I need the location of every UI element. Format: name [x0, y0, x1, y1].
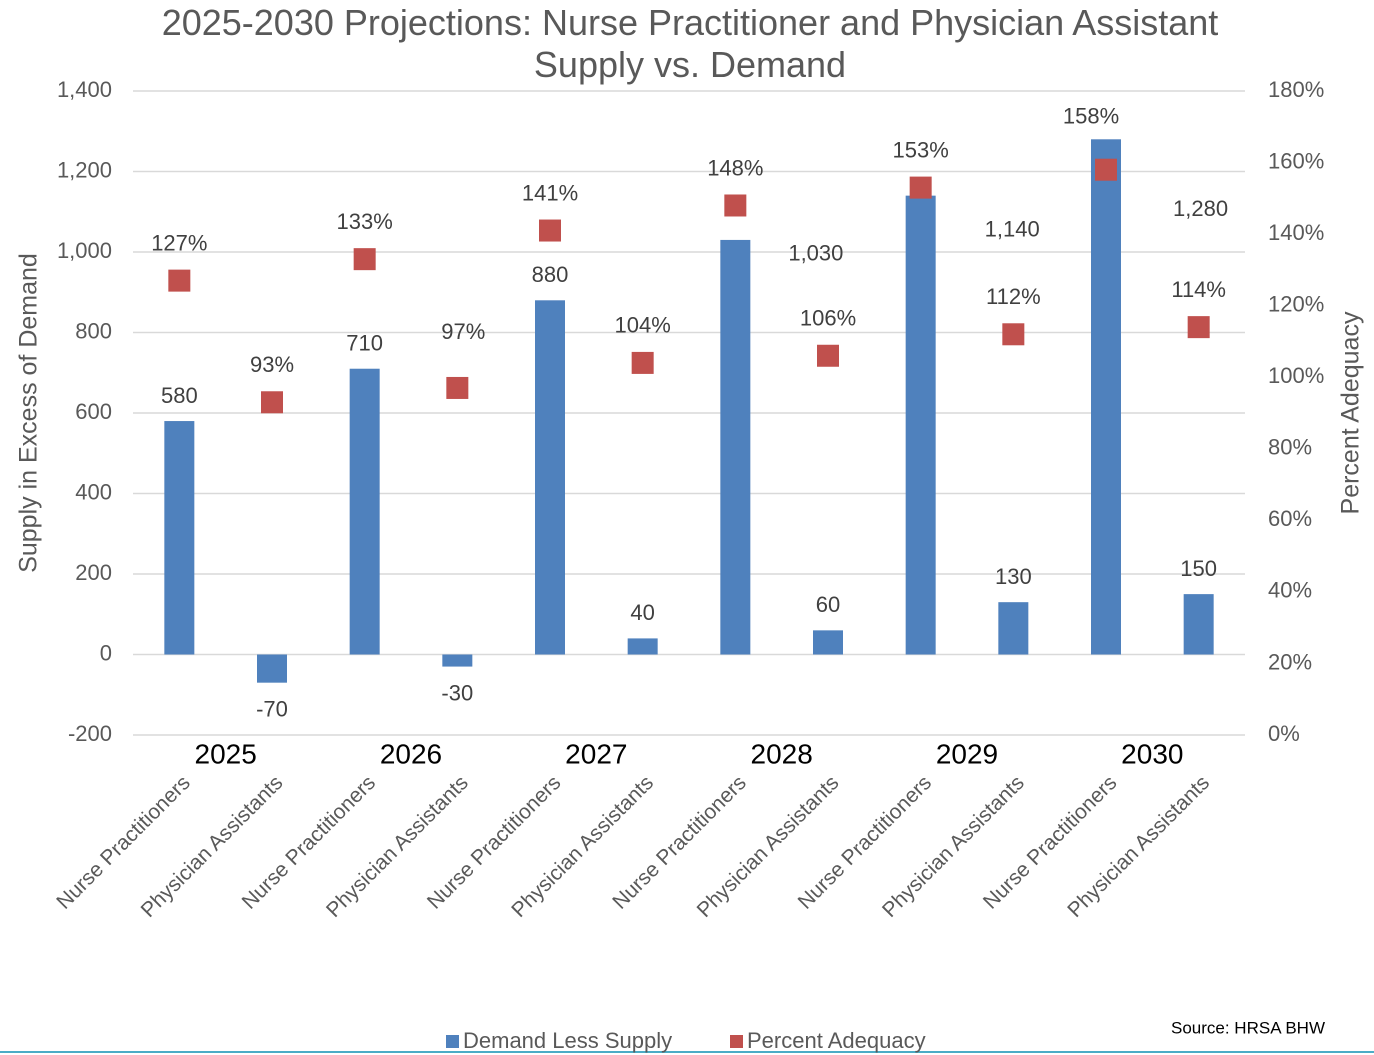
data-label: 150	[1180, 556, 1217, 581]
y-tick-label: 400	[75, 479, 112, 504]
y2-tick-label: 140%	[1268, 220, 1324, 245]
y2-tick-label: 160%	[1268, 148, 1324, 173]
group-label: 2027	[565, 738, 627, 769]
bar	[257, 654, 287, 683]
data-label: 112%	[986, 284, 1041, 309]
marker	[1002, 323, 1025, 346]
marker	[353, 248, 376, 271]
bar	[164, 421, 195, 655]
y2-tick-label: 60%	[1268, 506, 1312, 531]
data-label: 127%	[151, 230, 207, 255]
marker	[168, 269, 191, 292]
legend-swatch	[730, 1035, 743, 1048]
bar	[1091, 139, 1121, 655]
data-label: 1,140	[985, 216, 1040, 241]
bar	[627, 638, 658, 655]
data-label: -70	[256, 696, 288, 721]
y-tick-label: 1,200	[57, 157, 112, 182]
y-tick-label: 800	[75, 318, 112, 343]
legend-label: Demand Less Supply	[463, 1028, 672, 1053]
marker	[1187, 316, 1210, 339]
group-label: 2025	[195, 738, 257, 769]
y-tick-label: 1,400	[57, 77, 112, 102]
legend-label: Percent Adequacy	[747, 1028, 926, 1053]
data-label: 158%	[1063, 104, 1119, 129]
y2-tick-label: 0%	[1268, 721, 1300, 746]
data-label: 130	[995, 564, 1032, 589]
bar	[720, 239, 751, 655]
group-label: 2028	[751, 738, 813, 769]
bar	[998, 602, 1029, 655]
data-label: 97%	[441, 319, 485, 344]
data-label: 114%	[1171, 277, 1226, 302]
data-label: 133%	[337, 209, 393, 234]
source-note: Source: HRSA BHW	[1171, 1018, 1325, 1037]
data-label: 60	[816, 592, 840, 617]
data-label: 580	[161, 383, 198, 408]
data-label: -30	[441, 680, 473, 705]
marker	[724, 194, 747, 217]
data-label: 93%	[250, 352, 294, 377]
y2-tick-label: 80%	[1268, 435, 1312, 460]
data-label: 1,030	[788, 241, 843, 266]
marker	[631, 351, 654, 374]
data-label: 710	[346, 331, 383, 356]
bar	[1183, 594, 1214, 655]
marker	[446, 376, 469, 399]
bar	[905, 195, 936, 655]
data-label: 40	[630, 600, 654, 625]
bar	[813, 630, 843, 655]
data-label: 153%	[893, 137, 949, 162]
y-tick-label: 200	[75, 560, 112, 585]
data-label: 104%	[615, 313, 671, 338]
data-label: 141%	[522, 180, 578, 205]
bar	[535, 300, 565, 655]
marker	[539, 219, 561, 242]
data-label: 1,280	[1173, 196, 1228, 221]
legend-swatch	[446, 1035, 459, 1048]
y-tick-label: 600	[75, 399, 112, 424]
y-tick-label: -200	[68, 721, 112, 746]
y2-tick-label: 180%	[1268, 77, 1324, 102]
chart-title: 2025-2030 Projections: Nurse Practitione…	[161, 2, 1219, 85]
data-label: 148%	[707, 155, 763, 180]
y2-tick-label: 20%	[1268, 649, 1312, 674]
marker	[1095, 158, 1117, 181]
y2-tick-label: 120%	[1268, 291, 1324, 316]
group-label: 2026	[380, 738, 442, 769]
y-axis-title: Supply in Excess of Demand	[15, 253, 43, 573]
data-label: 106%	[800, 306, 856, 331]
y-tick-label: 0	[100, 640, 112, 665]
y-tick-label: 1,000	[57, 238, 112, 263]
y2-axis-title: Percent Adequacy	[1337, 311, 1365, 514]
bar	[442, 654, 473, 667]
y2-tick-label: 100%	[1268, 363, 1324, 388]
bar	[349, 368, 380, 655]
marker	[909, 176, 932, 199]
group-label: 2029	[936, 738, 998, 769]
marker	[817, 344, 839, 367]
y2-tick-label: 40%	[1268, 578, 1312, 603]
marker	[261, 391, 283, 414]
data-label: 880	[532, 262, 569, 287]
group-label: 2030	[1121, 738, 1183, 769]
